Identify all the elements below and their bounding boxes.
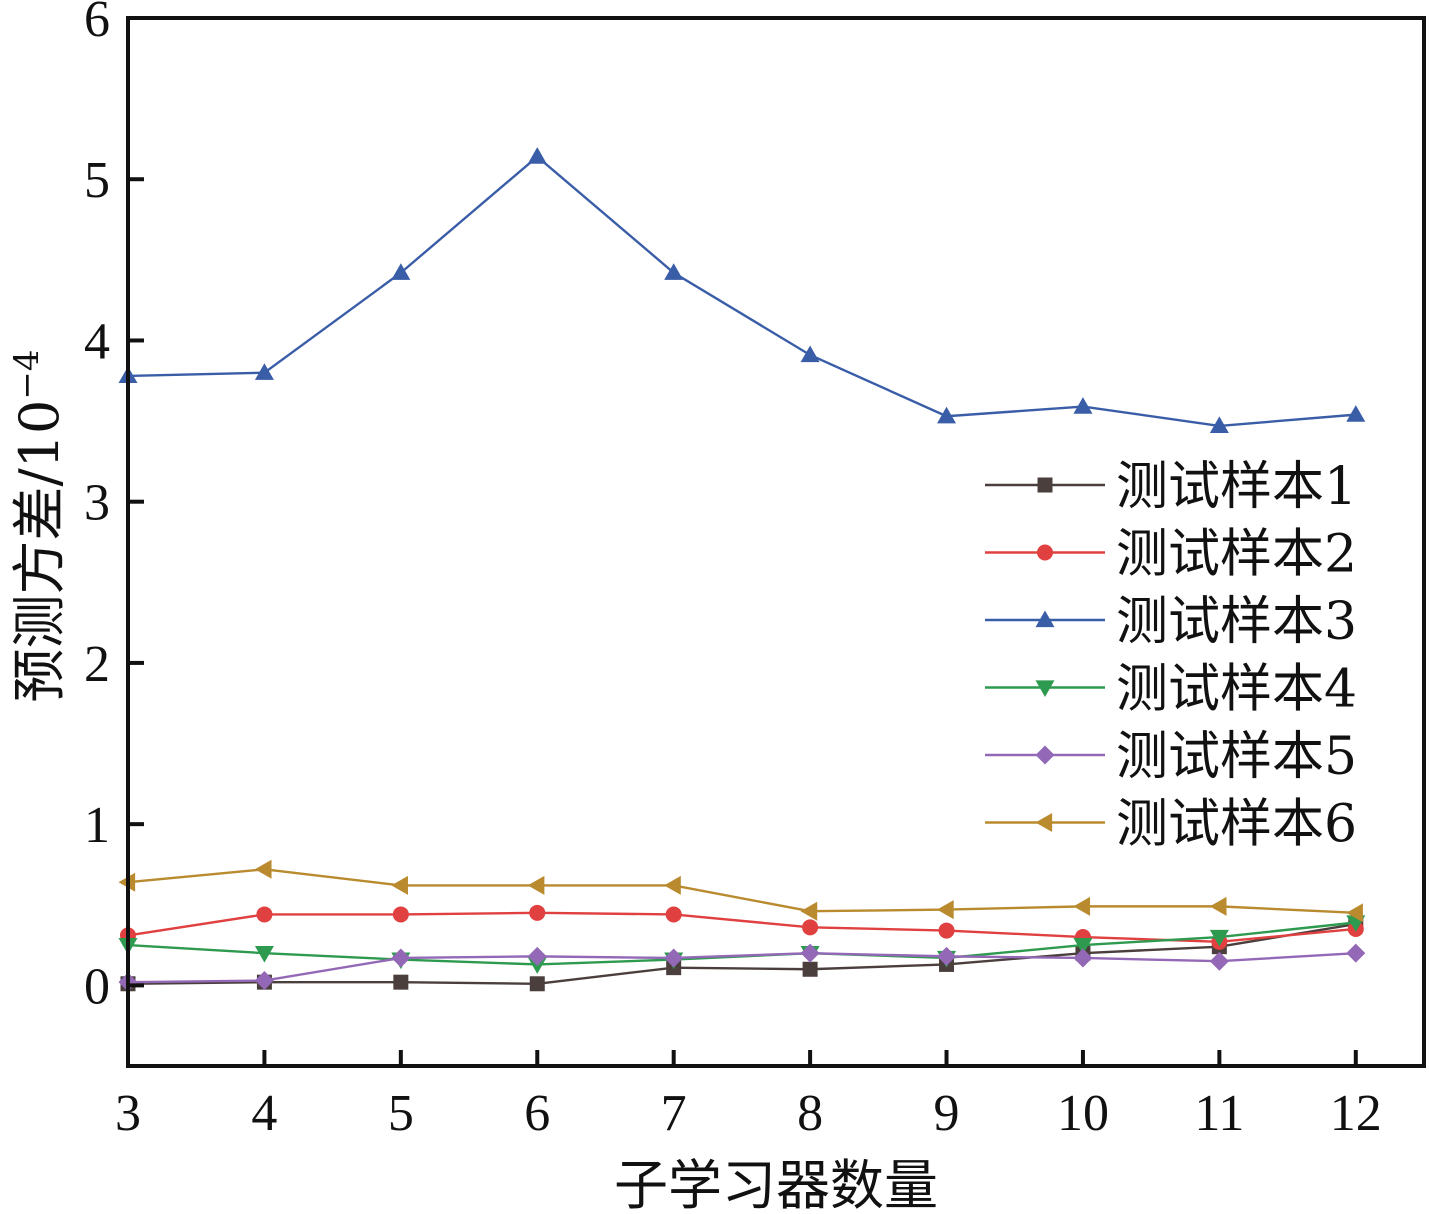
data-point: [937, 406, 957, 424]
legend-label: 测试样本1: [1116, 457, 1357, 517]
series-layer: [118, 147, 1366, 992]
legend-swatch-marker: [1035, 610, 1055, 628]
data-point: [393, 974, 409, 990]
data-point: [529, 976, 545, 992]
x-tick-label: 7: [661, 1085, 687, 1142]
data-point: [391, 875, 408, 895]
series-line: [127, 155, 1356, 428]
series-line: [127, 911, 1356, 944]
x-tick-label: 3: [115, 1085, 141, 1142]
series-line: [127, 951, 1356, 984]
data-point: [254, 859, 272, 879]
series-5: [118, 943, 1366, 992]
series-line: [127, 921, 1356, 966]
legend-item-2: 测试样本2: [985, 525, 1357, 585]
x-axis-title: 子学习器数量: [614, 1154, 938, 1214]
data-point: [937, 946, 957, 966]
legend-swatch-marker: [1037, 477, 1053, 493]
data-point: [802, 961, 818, 977]
data-point: [938, 922, 955, 939]
data-point: [392, 906, 409, 923]
legend-swatch-marker: [1035, 745, 1055, 765]
legend-item-4: 测试样本4: [985, 660, 1357, 720]
x-tick-label: 8: [797, 1085, 823, 1142]
series-1: [120, 916, 1364, 992]
data-point: [1346, 903, 1363, 923]
legend-label: 测试样本3: [1116, 592, 1357, 652]
y-tick-label: 3: [84, 475, 110, 532]
y-axis-title-exponent: −4: [7, 349, 47, 399]
data-point: [1073, 937, 1093, 955]
data-point: [527, 875, 545, 895]
data-point: [529, 904, 546, 921]
data-point: [527, 147, 547, 164]
data-point: [1209, 896, 1227, 916]
y-tick-label: 5: [84, 152, 110, 209]
data-point: [937, 900, 954, 920]
legend-item-3: 测试样本3: [985, 592, 1357, 652]
legend-swatch-marker: [1037, 544, 1053, 561]
data-point: [1209, 416, 1229, 434]
data-point: [256, 906, 273, 923]
x-tick-label: 12: [1330, 1085, 1382, 1142]
series-line: [127, 922, 1356, 985]
data-point: [1073, 397, 1093, 414]
series-3: [118, 147, 1366, 434]
legend-item-1: 测试样本1: [985, 457, 1357, 517]
legend-item-6: 测试样本6: [985, 795, 1357, 855]
legend: 测试样本1 测试样本2 测试样本3 测试样本4 测试样本5 测试样本6: [985, 457, 1357, 855]
series-2: [120, 904, 1364, 950]
x-tick-label: 10: [1057, 1085, 1109, 1142]
y-tick-label: 6: [84, 0, 110, 48]
y-tick-label: 2: [84, 636, 110, 693]
y-tick-label: 1: [84, 797, 110, 854]
data-point: [1209, 929, 1229, 947]
legend-swatch-marker: [1035, 813, 1053, 832]
data-point: [1073, 896, 1091, 916]
data-point: [800, 345, 820, 363]
x-tick-label: 5: [388, 1085, 414, 1142]
data-point: [1346, 405, 1366, 422]
data-point: [254, 971, 274, 991]
y-axis-title: 预测方差/10−4: [7, 349, 71, 702]
data-point: [802, 919, 819, 936]
data-point: [800, 943, 820, 963]
data-point: [1073, 948, 1093, 968]
data-point: [800, 901, 818, 921]
series-6: [118, 859, 1363, 923]
x-tick-label: 4: [251, 1085, 277, 1142]
series-4: [118, 915, 1366, 974]
x-tick-label: 6: [524, 1085, 550, 1142]
data-point: [664, 263, 684, 280]
x-tick-label: 9: [934, 1085, 960, 1142]
plot-frame: [126, 16, 1426, 1068]
legend-label: 测试样本4: [1116, 660, 1357, 720]
data-point: [664, 948, 684, 968]
legend-swatch-marker: [1035, 680, 1055, 697]
data-point: [391, 948, 411, 968]
x-tick-label: 11: [1194, 1085, 1244, 1142]
legend-item-5: 测试样本5: [985, 727, 1357, 787]
y-axis-title-main: 预测方差/10: [8, 400, 71, 703]
series-line: [127, 868, 1356, 915]
data-point: [391, 263, 411, 280]
data-point: [527, 946, 547, 966]
legend-label: 测试样本6: [1116, 795, 1357, 855]
data-point: [254, 363, 274, 380]
legend-label: 测试样本2: [1116, 525, 1357, 585]
data-point: [665, 906, 682, 923]
data-point: [1346, 943, 1366, 963]
y-tick-label: 0: [84, 958, 110, 1015]
legend-label: 测试样本5: [1116, 727, 1357, 787]
data-point: [664, 875, 681, 895]
data-point: [254, 946, 274, 963]
data-point: [1209, 951, 1229, 971]
y-tick-label: 4: [84, 313, 110, 370]
